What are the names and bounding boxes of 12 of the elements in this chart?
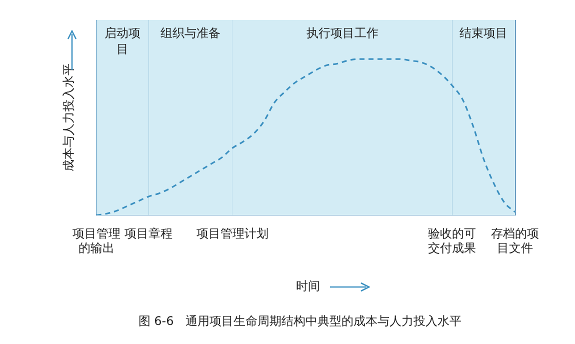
band-label: 执行项目工作 bbox=[306, 26, 378, 40]
x-tick-label: 项目章程 bbox=[124, 226, 173, 241]
band-label: 启动项目 bbox=[104, 26, 141, 56]
x-axis-title: 时间 bbox=[296, 279, 320, 294]
x-tick-label: 验收的可交付成果 bbox=[428, 226, 476, 255]
band-label: 结束项目 bbox=[460, 26, 508, 40]
x-tick-label: 项目管理计划 bbox=[196, 226, 268, 241]
x-tick-label: 存档的项目文件 bbox=[491, 226, 539, 255]
caption: 图 6-6 通用项目生命周期结构中典型的成本与人力投入水平 bbox=[138, 314, 462, 328]
band-label: 组织与准备 bbox=[160, 26, 221, 40]
x-tick-label: 项目管理的输出 bbox=[72, 226, 120, 255]
y-axis-title: 成本与人力投入水平 bbox=[61, 64, 76, 172]
